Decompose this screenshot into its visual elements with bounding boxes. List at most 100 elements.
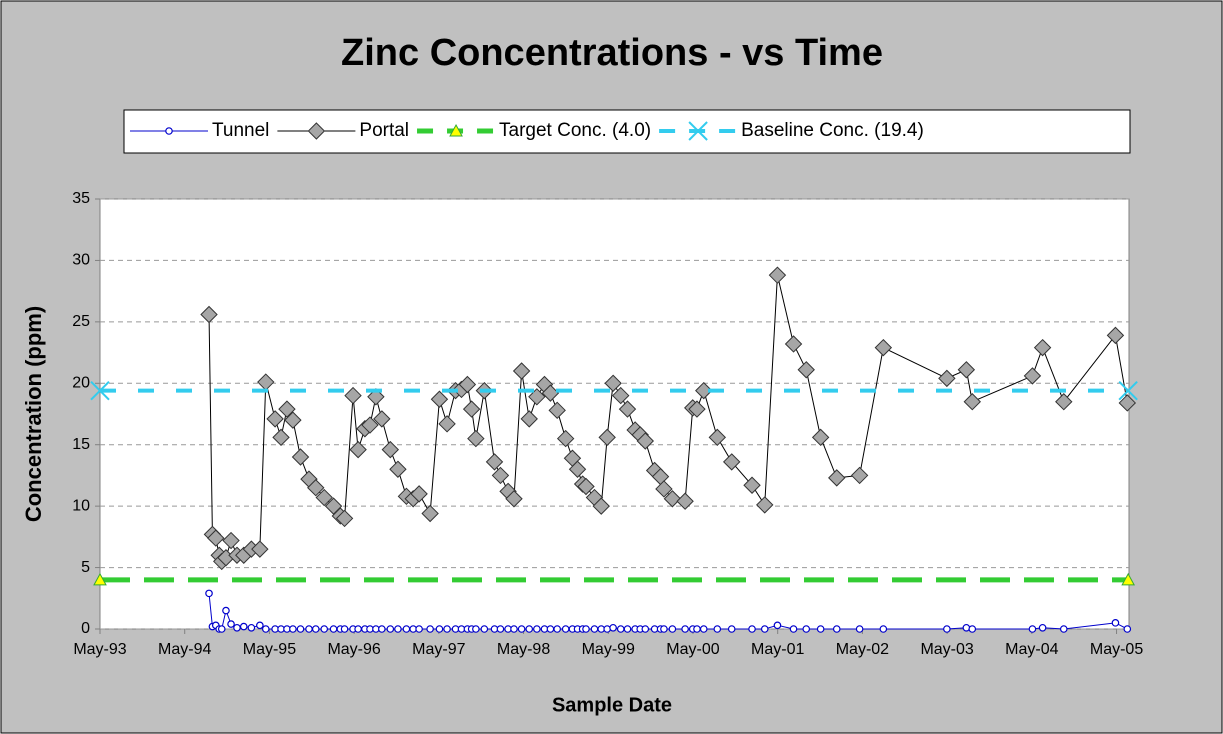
data-point	[943, 625, 951, 633]
data-point	[1038, 623, 1047, 632]
data-point	[811, 428, 830, 447]
legend-marker	[165, 127, 173, 135]
data-point	[233, 623, 241, 632]
data-point	[335, 509, 354, 528]
legend-marker	[688, 121, 708, 141]
data-point	[568, 460, 587, 478]
data-point	[604, 374, 622, 392]
data-point	[505, 490, 523, 508]
y-tick-label: 25	[72, 313, 90, 330]
y-tick-label: 5	[81, 559, 90, 576]
data-point	[525, 625, 534, 633]
data-point	[636, 432, 655, 450]
data-point	[663, 490, 682, 508]
data-point	[510, 625, 518, 633]
data-point	[768, 266, 787, 284]
y-tick-label: 30	[72, 252, 90, 269]
x-tick-label: May-05	[1090, 641, 1143, 658]
data-point	[676, 492, 694, 510]
x-tick-label: May-02	[836, 641, 889, 658]
data-point	[426, 625, 434, 633]
x-tick-label: May-98	[497, 641, 550, 658]
data-point	[344, 386, 362, 405]
data-point	[832, 625, 841, 633]
data-point	[272, 428, 290, 447]
data-point	[90, 380, 110, 401]
data-point	[533, 625, 541, 633]
data-point	[561, 625, 570, 633]
data-point	[641, 625, 650, 633]
data-point	[695, 381, 713, 400]
data-point	[517, 625, 526, 633]
y-tick-label: 10	[72, 497, 90, 514]
x-tick-label: May-03	[920, 641, 973, 658]
data-point	[296, 625, 305, 633]
data-point	[655, 480, 673, 498]
data-point	[855, 625, 864, 633]
data-point	[389, 460, 407, 478]
data-point	[394, 625, 402, 633]
x-tick-label: May-95	[243, 641, 296, 658]
data-point	[415, 625, 423, 633]
data-point	[305, 625, 313, 633]
data-point	[582, 625, 590, 633]
data-point	[349, 440, 367, 459]
data-point	[693, 625, 701, 633]
data-point	[618, 400, 637, 418]
y-axis-title: Concentration (ppm)	[21, 306, 46, 522]
plot-area	[99, 198, 1130, 630]
data-point	[430, 390, 449, 408]
data-point	[1123, 625, 1132, 633]
data-point	[556, 429, 575, 448]
series-line	[208, 593, 1128, 630]
data-point	[546, 625, 555, 633]
data-point	[760, 625, 769, 633]
data-point	[756, 496, 774, 514]
data-point	[200, 305, 218, 324]
data-point	[386, 625, 395, 633]
data-point	[1028, 625, 1037, 633]
data-point	[520, 410, 538, 428]
legend-label: Tunnel	[212, 120, 269, 141]
data-point	[1118, 380, 1138, 401]
data-point	[462, 400, 481, 418]
data-point	[623, 625, 632, 633]
data-point	[727, 625, 736, 633]
legend-label: Target Conc. (4.0)	[499, 120, 651, 141]
data-point	[722, 453, 741, 471]
data-point	[548, 401, 566, 420]
data-point	[743, 476, 761, 494]
data-point	[874, 338, 893, 357]
data-point	[609, 623, 617, 632]
data-point	[590, 625, 599, 633]
x-tick-label: May-99	[582, 641, 635, 658]
data-point	[378, 625, 386, 633]
data-point	[93, 572, 107, 586]
data-point	[247, 623, 256, 632]
data-point	[713, 625, 722, 633]
data-point	[1111, 619, 1120, 627]
data-point	[528, 388, 546, 406]
data-point	[963, 393, 981, 411]
data-point	[491, 466, 510, 485]
data-point	[485, 453, 504, 471]
data-point	[320, 625, 329, 633]
x-tick-label: May-97	[412, 641, 465, 658]
data-point	[435, 625, 444, 633]
data-point	[402, 625, 411, 633]
data-point	[373, 410, 391, 428]
data-point	[284, 411, 302, 429]
data-point	[1055, 393, 1073, 411]
data-point	[472, 625, 480, 633]
data-point	[938, 369, 956, 388]
legend-marker	[307, 122, 326, 140]
data-point	[968, 625, 977, 633]
data-point	[266, 410, 284, 428]
data-point	[1033, 338, 1052, 357]
data-point	[512, 362, 531, 380]
data-point	[291, 448, 310, 466]
y-tick-label: 35	[72, 190, 90, 207]
x-tick-label: May-94	[158, 641, 211, 658]
